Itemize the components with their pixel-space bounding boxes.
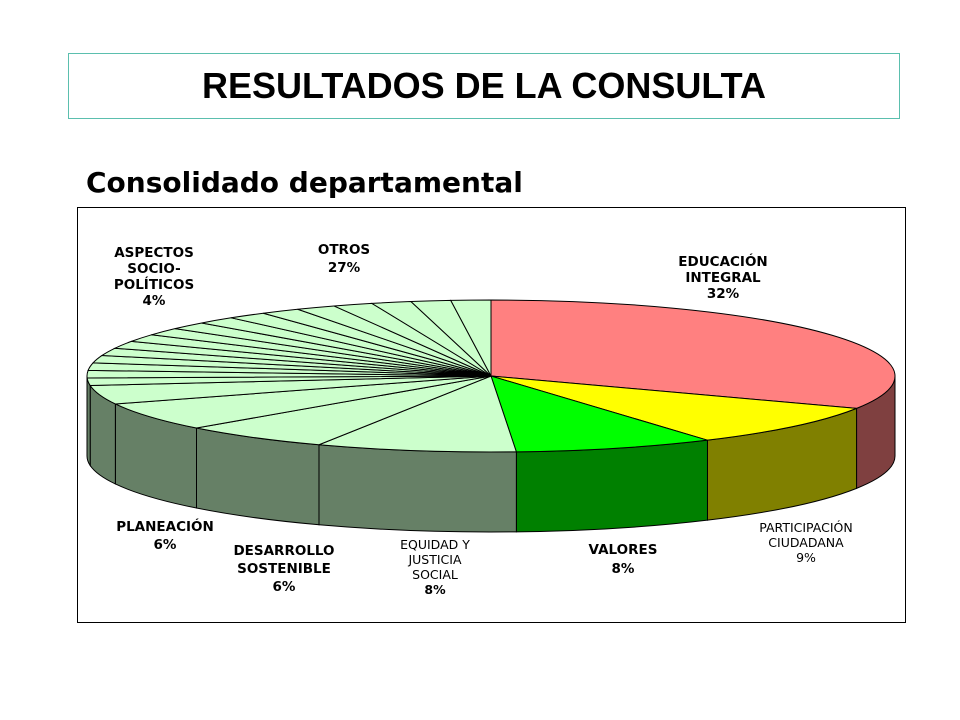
label-equidad: EQUIDAD Y JUSTICIA SOCIAL 8% <box>400 537 470 597</box>
label-otros-line: OTROS <box>318 242 370 258</box>
label-equidad-line: JUSTICIA <box>407 552 462 567</box>
slice-valores-side <box>515 439 708 533</box>
label-desarrollo-line: DESARROLLO <box>233 543 334 559</box>
label-aspectos-line: POLÍTICOS <box>114 276 194 293</box>
slice-participacion <box>490 375 857 441</box>
label-planeacion-line: 6% <box>154 537 177 553</box>
label-valores-line: VALORES <box>589 542 658 558</box>
label-desarrollo-line: 6% <box>273 579 296 595</box>
label-aspectos-line: SOCIO- <box>127 261 180 277</box>
slice-equidad-side <box>318 444 517 533</box>
slide-title: RESULTADOS DE LA CONSULTA <box>202 65 766 106</box>
label-equidad-line: SOCIAL <box>412 567 458 582</box>
label-aspectos: ASPECTOS SOCIO-POLÍTICOS 4% <box>114 245 194 309</box>
label-educacion: EDUCACIÓN INTEGRAL 32% <box>678 252 767 302</box>
slice-equidad <box>318 375 518 453</box>
label-desarrollo-line: SOSTENIBLE <box>237 561 331 577</box>
label-educacion-line: 32% <box>707 286 740 302</box>
label-participacion-line: PARTICIPACIÓN <box>759 520 852 535</box>
label-valores: VALORES 8% <box>589 542 658 577</box>
slide-title-box: RESULTADOS DE LA CONSULTA <box>68 53 900 119</box>
slice-valores <box>490 375 708 453</box>
label-otros: OTROS 27% <box>318 242 370 276</box>
label-planeacion: PLANEACIÓN 6% <box>116 517 214 553</box>
pie-sides <box>86 375 896 533</box>
label-equidad-line: EQUIDAD Y <box>400 537 470 552</box>
label-otros-line: 27% <box>328 260 361 276</box>
slice-otros-part <box>449 299 492 377</box>
label-educacion-line: EDUCACIÓN <box>678 252 767 270</box>
slice-planeacion <box>113 375 492 429</box>
label-aspectos-line: 4% <box>143 293 166 309</box>
label-participacion: PARTICIPACIÓN CIUDADANA 9% <box>759 520 852 565</box>
label-valores-line: 8% <box>612 561 635 577</box>
label-equidad-line: 8% <box>424 582 446 597</box>
pie-tops <box>86 299 896 453</box>
label-participacion-line: CIUDADANA <box>768 535 844 550</box>
chart-frame <box>77 207 906 623</box>
label-participacion-line: 9% <box>796 550 816 565</box>
slice-desarrollo <box>196 375 492 446</box>
label-educacion-line: INTEGRAL <box>685 270 761 286</box>
label-aspectos-line: ASPECTOS <box>114 245 194 261</box>
slide-subtitle: Consolidado departamental <box>86 166 523 199</box>
label-desarrollo: DESARROLLO SOSTENIBLE 6% <box>233 543 334 595</box>
slice-educacion <box>490 299 896 409</box>
pie-labels: EDUCACIÓN INTEGRAL 32% PARTICIPACIÓN CIUDADA… <box>114 242 853 597</box>
label-planeacion-line: PLANEACIÓN <box>116 517 214 535</box>
slice-otros-side <box>86 375 91 468</box>
